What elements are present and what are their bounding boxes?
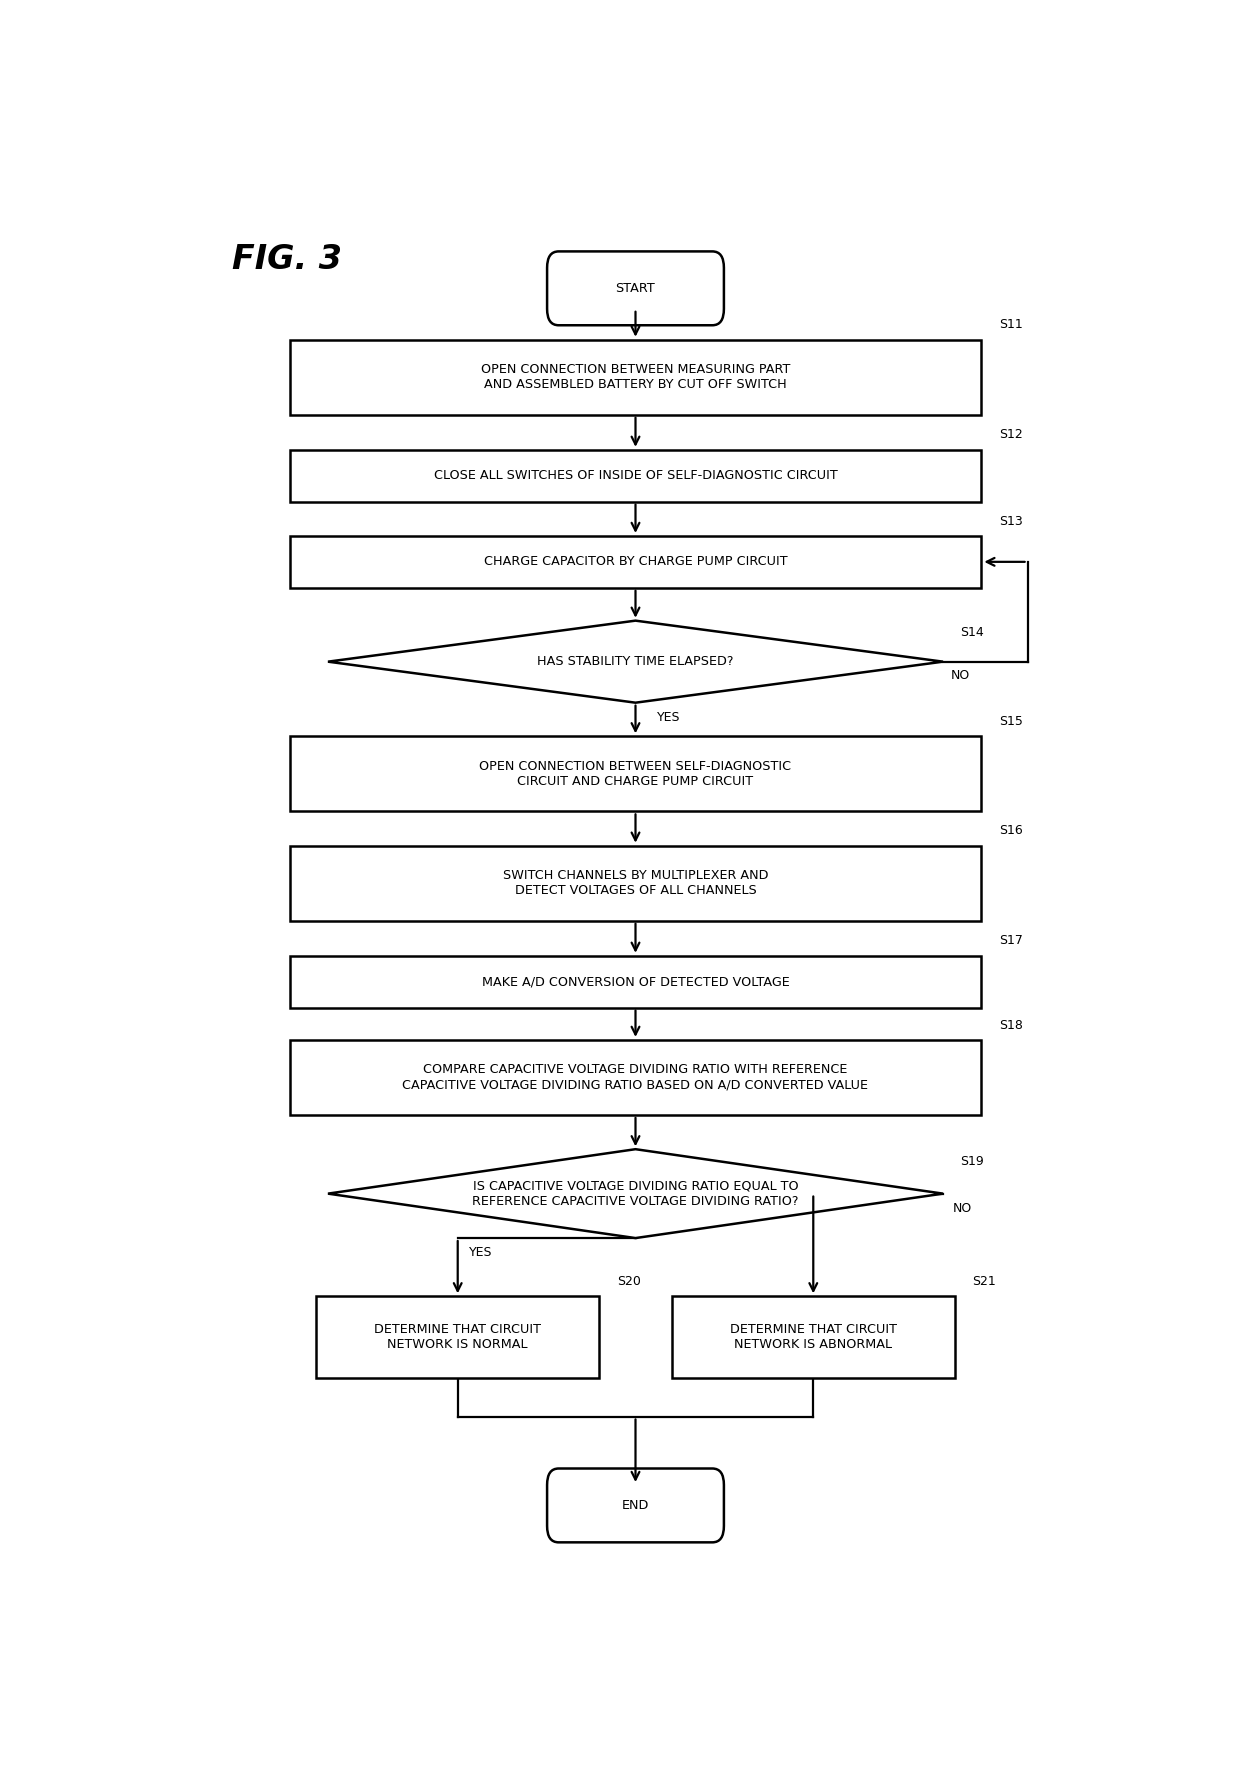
Text: NO: NO <box>952 1202 972 1215</box>
Text: S13: S13 <box>998 515 1023 527</box>
Text: IS CAPACITIVE VOLTAGE DIVIDING RATIO EQUAL TO
REFERENCE CAPACITIVE VOLTAGE DIVID: IS CAPACITIVE VOLTAGE DIVIDING RATIO EQU… <box>472 1179 799 1208</box>
Text: S14: S14 <box>960 627 985 639</box>
FancyBboxPatch shape <box>290 1039 982 1115</box>
FancyBboxPatch shape <box>290 536 982 588</box>
Text: S18: S18 <box>998 1019 1023 1032</box>
Text: HAS STABILITY TIME ELAPSED?: HAS STABILITY TIME ELAPSED? <box>537 655 734 668</box>
Text: OPEN CONNECTION BETWEEN SELF-DIAGNOSTIC
CIRCUIT AND CHARGE PUMP CIRCUIT: OPEN CONNECTION BETWEEN SELF-DIAGNOSTIC … <box>480 760 791 789</box>
Text: CLOSE ALL SWITCHES OF INSIDE OF SELF-DIAGNOSTIC CIRCUIT: CLOSE ALL SWITCHES OF INSIDE OF SELF-DIA… <box>434 469 837 481</box>
Text: S17: S17 <box>998 934 1023 947</box>
FancyBboxPatch shape <box>547 1469 724 1542</box>
Text: COMPARE CAPACITIVE VOLTAGE DIVIDING RATIO WITH REFERENCE
CAPACITIVE VOLTAGE DIVI: COMPARE CAPACITIVE VOLTAGE DIVIDING RATI… <box>403 1064 868 1092</box>
Text: MAKE A/D CONVERSION OF DETECTED VOLTAGE: MAKE A/D CONVERSION OF DETECTED VOLTAGE <box>481 975 790 987</box>
Text: OPEN CONNECTION BETWEEN MEASURING PART
AND ASSEMBLED BATTERY BY CUT OFF SWITCH: OPEN CONNECTION BETWEEN MEASURING PART A… <box>481 364 790 391</box>
FancyBboxPatch shape <box>290 737 982 812</box>
Text: START: START <box>615 282 656 295</box>
Text: DETERMINE THAT CIRCUIT
NETWORK IS ABNORMAL: DETERMINE THAT CIRCUIT NETWORK IS ABNORM… <box>730 1323 897 1352</box>
Text: FIG. 3: FIG. 3 <box>232 243 342 277</box>
FancyBboxPatch shape <box>290 955 982 1007</box>
Polygon shape <box>327 1149 944 1238</box>
Text: YES: YES <box>469 1247 492 1259</box>
FancyBboxPatch shape <box>672 1296 955 1378</box>
Text: S12: S12 <box>998 428 1023 442</box>
FancyBboxPatch shape <box>290 449 982 501</box>
Text: NO: NO <box>951 668 970 682</box>
FancyBboxPatch shape <box>290 339 982 416</box>
Text: DETERMINE THAT CIRCUIT
NETWORK IS NORMAL: DETERMINE THAT CIRCUIT NETWORK IS NORMAL <box>374 1323 541 1352</box>
Text: S21: S21 <box>972 1275 996 1288</box>
Text: S16: S16 <box>998 824 1023 838</box>
Text: S11: S11 <box>998 318 1023 332</box>
Text: S20: S20 <box>616 1275 641 1288</box>
Text: S15: S15 <box>998 716 1023 728</box>
Text: S19: S19 <box>960 1154 985 1167</box>
Text: SWITCH CHANNELS BY MULTIPLEXER AND
DETECT VOLTAGES OF ALL CHANNELS: SWITCH CHANNELS BY MULTIPLEXER AND DETEC… <box>502 868 769 897</box>
Text: YES: YES <box>657 710 681 725</box>
Text: END: END <box>621 1499 650 1511</box>
FancyBboxPatch shape <box>316 1296 599 1378</box>
FancyBboxPatch shape <box>547 252 724 325</box>
Polygon shape <box>327 620 944 703</box>
Text: CHARGE CAPACITOR BY CHARGE PUMP CIRCUIT: CHARGE CAPACITOR BY CHARGE PUMP CIRCUIT <box>484 556 787 568</box>
FancyBboxPatch shape <box>290 845 982 920</box>
